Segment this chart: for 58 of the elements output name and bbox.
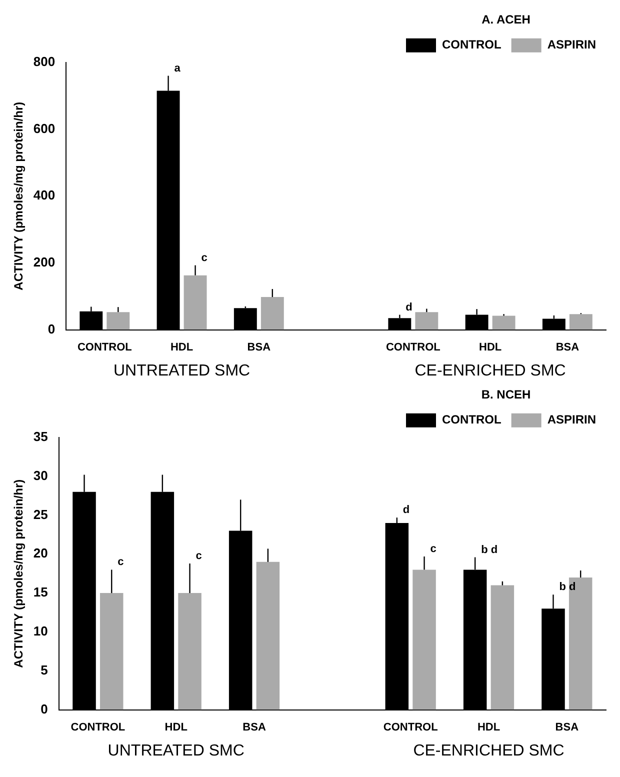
y-axis-title: ACTIVITY (pmoles/mg protein/hr) (12, 479, 26, 668)
data-label: a (174, 62, 182, 74)
data-label: c (430, 543, 436, 556)
x-tick-label: BSA (555, 721, 579, 734)
x-tick-label: CONTROL (70, 721, 126, 734)
bar (178, 593, 202, 710)
data-label: b d (481, 544, 498, 556)
x-tick-label: BSA (556, 341, 580, 354)
bar (415, 312, 438, 330)
data-label: d (402, 504, 410, 516)
bar (492, 316, 516, 330)
y-tick-label: 600 (33, 120, 56, 136)
x-tick-label: CONTROL (77, 341, 132, 354)
y-tick-label: 10 (33, 624, 48, 639)
legend-label: CONTROL (442, 412, 502, 427)
y-tick-label: 800 (33, 54, 56, 69)
y-tick-label: 20 (33, 546, 48, 561)
bar (106, 312, 130, 330)
y-tick-label: 30 (33, 468, 48, 483)
y-tick-label: 25 (33, 506, 48, 522)
x-tick-label: BSA (247, 341, 271, 354)
text: CE-ENRICHED SMC (413, 742, 564, 760)
y-tick-label: 0 (48, 321, 56, 336)
bar (184, 275, 207, 330)
x-tick-label: HDL (170, 341, 194, 354)
legend-label: ASPIRIN (547, 38, 596, 52)
text: UNTREATED SMC (108, 742, 244, 760)
legend-title: B. NCEH (481, 387, 531, 402)
bar (256, 562, 280, 710)
data-label: c (118, 556, 124, 568)
x-tick-label: BSA (242, 721, 266, 734)
data-label: d (406, 301, 412, 314)
data-label: c (201, 252, 208, 264)
x-tick-label: HDL (164, 721, 188, 734)
bar (412, 570, 436, 710)
bar (568, 577, 592, 710)
y-axis-title: ACTIVITY (pmoles/mg protein/hr) (12, 102, 26, 290)
y-tick-label: 0 (40, 701, 48, 716)
legend-label: CONTROL (442, 38, 502, 52)
text: UNTREATED SMC (113, 362, 250, 380)
legend-label: ASPIRIN (547, 412, 596, 427)
x-tick-label: HDL (477, 721, 500, 734)
x-tick-label: HDL (479, 341, 502, 354)
y-tick-label: 200 (33, 254, 56, 270)
bar (490, 585, 514, 710)
x-tick-label: CONTROL (386, 341, 441, 354)
data-label: b d (559, 581, 576, 594)
y-tick-label: 5 (40, 662, 48, 678)
y-tick-label: 400 (33, 188, 56, 203)
x-tick-label: CONTROL (383, 721, 438, 734)
y-tick-label: 15 (33, 584, 48, 600)
legend-title: A. ACEH (482, 12, 530, 26)
bar (100, 593, 124, 710)
bar (569, 314, 592, 330)
data-label: c (196, 550, 202, 562)
y-tick-label: 35 (33, 428, 48, 444)
text: CE-ENRICHED SMC (414, 362, 566, 380)
bar (260, 297, 284, 330)
